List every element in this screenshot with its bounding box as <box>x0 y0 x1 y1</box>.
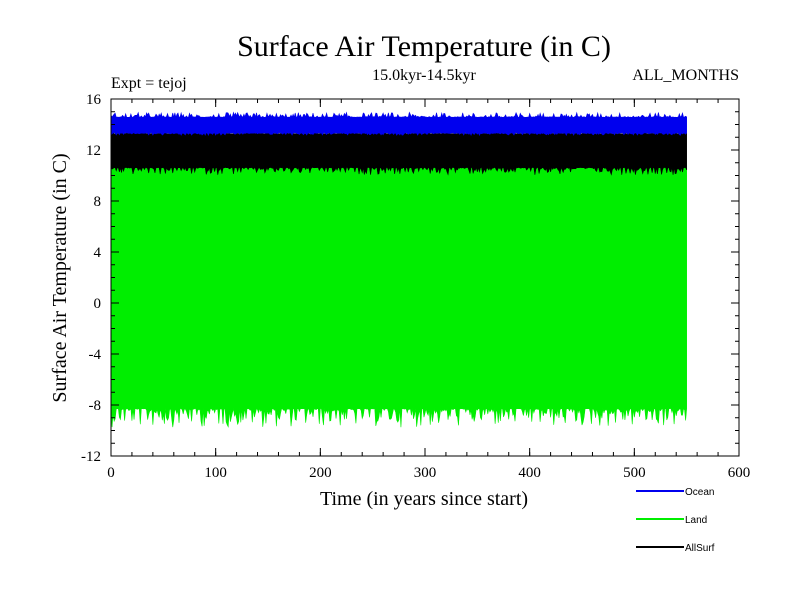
x-tick-label: 600 <box>728 465 751 481</box>
data-layer <box>110 111 687 428</box>
legend-label-allsurf: AllSurf <box>685 543 715 554</box>
legend: Ocean Land AllSurf <box>636 487 715 554</box>
legend-label-ocean: Ocean <box>685 487 714 498</box>
x-tick-label: 400 <box>518 465 541 481</box>
legend-label-land: Land <box>685 515 707 526</box>
y-tick-label: 8 <box>94 194 102 210</box>
y-tick-label: 12 <box>86 143 101 159</box>
chart-subtitle: 15.0kyr-14.5kyr <box>372 67 476 84</box>
months-label: ALL_MONTHS <box>632 67 739 84</box>
series-ocean <box>110 111 687 137</box>
x-tick-label: 500 <box>623 465 646 481</box>
x-tick-label: 0 <box>107 465 115 481</box>
x-axis-label: Time (in years since start) <box>320 488 528 510</box>
y-tick-label: -12 <box>81 449 101 465</box>
y-tick-label: -8 <box>89 398 102 414</box>
x-tick-label: 200 <box>309 465 332 481</box>
y-tick-label: 0 <box>94 296 102 312</box>
series-land <box>110 160 687 428</box>
ticks-layer: 0 100 200 300 400 500 600 -12 -8 -4 0 4 8 12 16 <box>81 92 750 481</box>
x-tick-label: 100 <box>204 465 227 481</box>
y-tick-label: 4 <box>94 245 102 261</box>
chart-title: Surface Air Temperature (in C) <box>237 30 611 63</box>
y-tick-label: 16 <box>86 92 102 108</box>
y-axis-label: Surface Air Temperature (in C) <box>49 153 71 402</box>
expt-label: Expt = tejoj <box>111 75 187 92</box>
series-allsurf <box>110 130 687 176</box>
y-tick-label: -4 <box>89 347 102 363</box>
x-tick-label: 300 <box>414 465 437 481</box>
